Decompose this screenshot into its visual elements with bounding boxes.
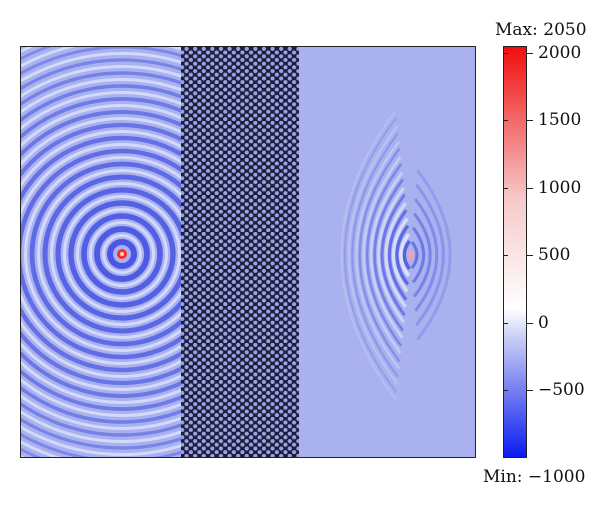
colorbar bbox=[503, 46, 527, 458]
diverging-wavefront bbox=[411, 226, 425, 284]
colorbar-tick-inner bbox=[503, 255, 508, 257]
transmitted-wavefront bbox=[373, 178, 404, 332]
transmitted-wave-pattern bbox=[340, 110, 452, 400]
wave-ring-light bbox=[21, 130, 181, 378]
wave-ring bbox=[21, 135, 181, 373]
wave-ring-light bbox=[21, 65, 181, 443]
wave-ring bbox=[21, 122, 181, 386]
wave-ring bbox=[21, 97, 181, 411]
transmitted-wavefront bbox=[340, 110, 397, 400]
field-plot bbox=[20, 46, 476, 458]
transmitted-wavefront bbox=[384, 202, 407, 308]
wave-ring-light bbox=[21, 143, 181, 365]
diverging-wavefront bbox=[410, 241, 419, 269]
colorbar-tick bbox=[527, 390, 533, 392]
wave-ring-light bbox=[76, 208, 168, 300]
wave-ring-light bbox=[21, 117, 181, 391]
wave-ring bbox=[68, 200, 176, 308]
transmitted-wavefront bbox=[358, 147, 401, 363]
photonic-crystal-lattice bbox=[181, 47, 299, 457]
diverging-wavefront bbox=[415, 183, 445, 327]
transmitted-wavefront bbox=[395, 224, 410, 286]
wave-ring bbox=[55, 187, 181, 321]
transmitted-wavefront bbox=[391, 217, 409, 293]
wave-ring bbox=[21, 110, 181, 398]
wave-ring bbox=[81, 213, 163, 295]
wave-ring bbox=[107, 239, 137, 269]
wave-ring-light bbox=[63, 195, 181, 313]
transmitted-wavefront bbox=[369, 171, 404, 339]
wave-ring bbox=[94, 226, 150, 282]
transmitted-wavefront bbox=[380, 193, 406, 317]
wave-ring bbox=[29, 161, 181, 347]
colorbar-tick bbox=[527, 120, 533, 122]
transmitted-wavefront bbox=[362, 156, 402, 354]
transmitted-wavefront bbox=[402, 239, 411, 271]
colorbar-tick bbox=[527, 322, 533, 324]
wave-ring-light bbox=[50, 182, 181, 326]
wave-ring-light bbox=[21, 91, 181, 417]
colorbar-tick bbox=[527, 52, 533, 54]
transmitted-wavefront bbox=[343, 117, 398, 393]
transmitted-wavefront bbox=[377, 186, 405, 324]
wave-ring bbox=[21, 148, 181, 360]
wave-ring-light bbox=[102, 234, 142, 274]
colorbar-tick-inner bbox=[503, 187, 508, 189]
wave-ring bbox=[21, 84, 181, 424]
wave-ring-light bbox=[21, 78, 181, 430]
colorbar-tick-label: −500 bbox=[538, 380, 585, 401]
wave-ring bbox=[21, 71, 181, 437]
wave-ring-light bbox=[21, 104, 181, 404]
wave-ring-light bbox=[21, 52, 181, 456]
colorbar-tick-label: 500 bbox=[538, 245, 571, 266]
focus-spot bbox=[408, 249, 414, 261]
transmitted-wavefront bbox=[351, 132, 399, 378]
source-wave-rings bbox=[21, 47, 181, 457]
colorbar-tick-label: 0 bbox=[538, 312, 549, 333]
wave-ring bbox=[21, 58, 181, 450]
colorbar-tick-inner bbox=[503, 52, 508, 54]
transmitted-wavefront bbox=[387, 209, 408, 301]
colorbar-max-label: Max: 2050 bbox=[495, 20, 587, 40]
colorbar-tick-inner bbox=[503, 390, 508, 392]
colorbar-tick-inner bbox=[503, 322, 508, 324]
colorbar-tick-inner bbox=[503, 120, 508, 122]
diverging-wavefront bbox=[414, 198, 439, 312]
transmitted-wavefront bbox=[355, 140, 400, 370]
colorbar-tick bbox=[527, 255, 533, 257]
transmitted-wavefront bbox=[366, 163, 403, 347]
transmitted-wavefront bbox=[347, 125, 399, 385]
colorbar-tick-label: 2000 bbox=[538, 42, 582, 63]
wave-ring-light bbox=[37, 169, 181, 339]
colorbar-tick bbox=[527, 187, 533, 189]
wave-ring bbox=[42, 174, 181, 334]
point-source-core bbox=[120, 252, 124, 256]
colorbar-min-label: Min: −1000 bbox=[483, 467, 586, 487]
diverging-wavefront bbox=[413, 212, 432, 298]
wave-ring-light bbox=[89, 221, 155, 287]
diverging-wavefront bbox=[416, 169, 452, 341]
colorbar-tick-label: 1500 bbox=[538, 110, 582, 131]
transmitted-wavefront bbox=[399, 232, 411, 278]
wave-field-image bbox=[21, 47, 475, 457]
wave-ring-light bbox=[24, 156, 181, 352]
colorbar-tick-label: 1000 bbox=[538, 177, 582, 198]
